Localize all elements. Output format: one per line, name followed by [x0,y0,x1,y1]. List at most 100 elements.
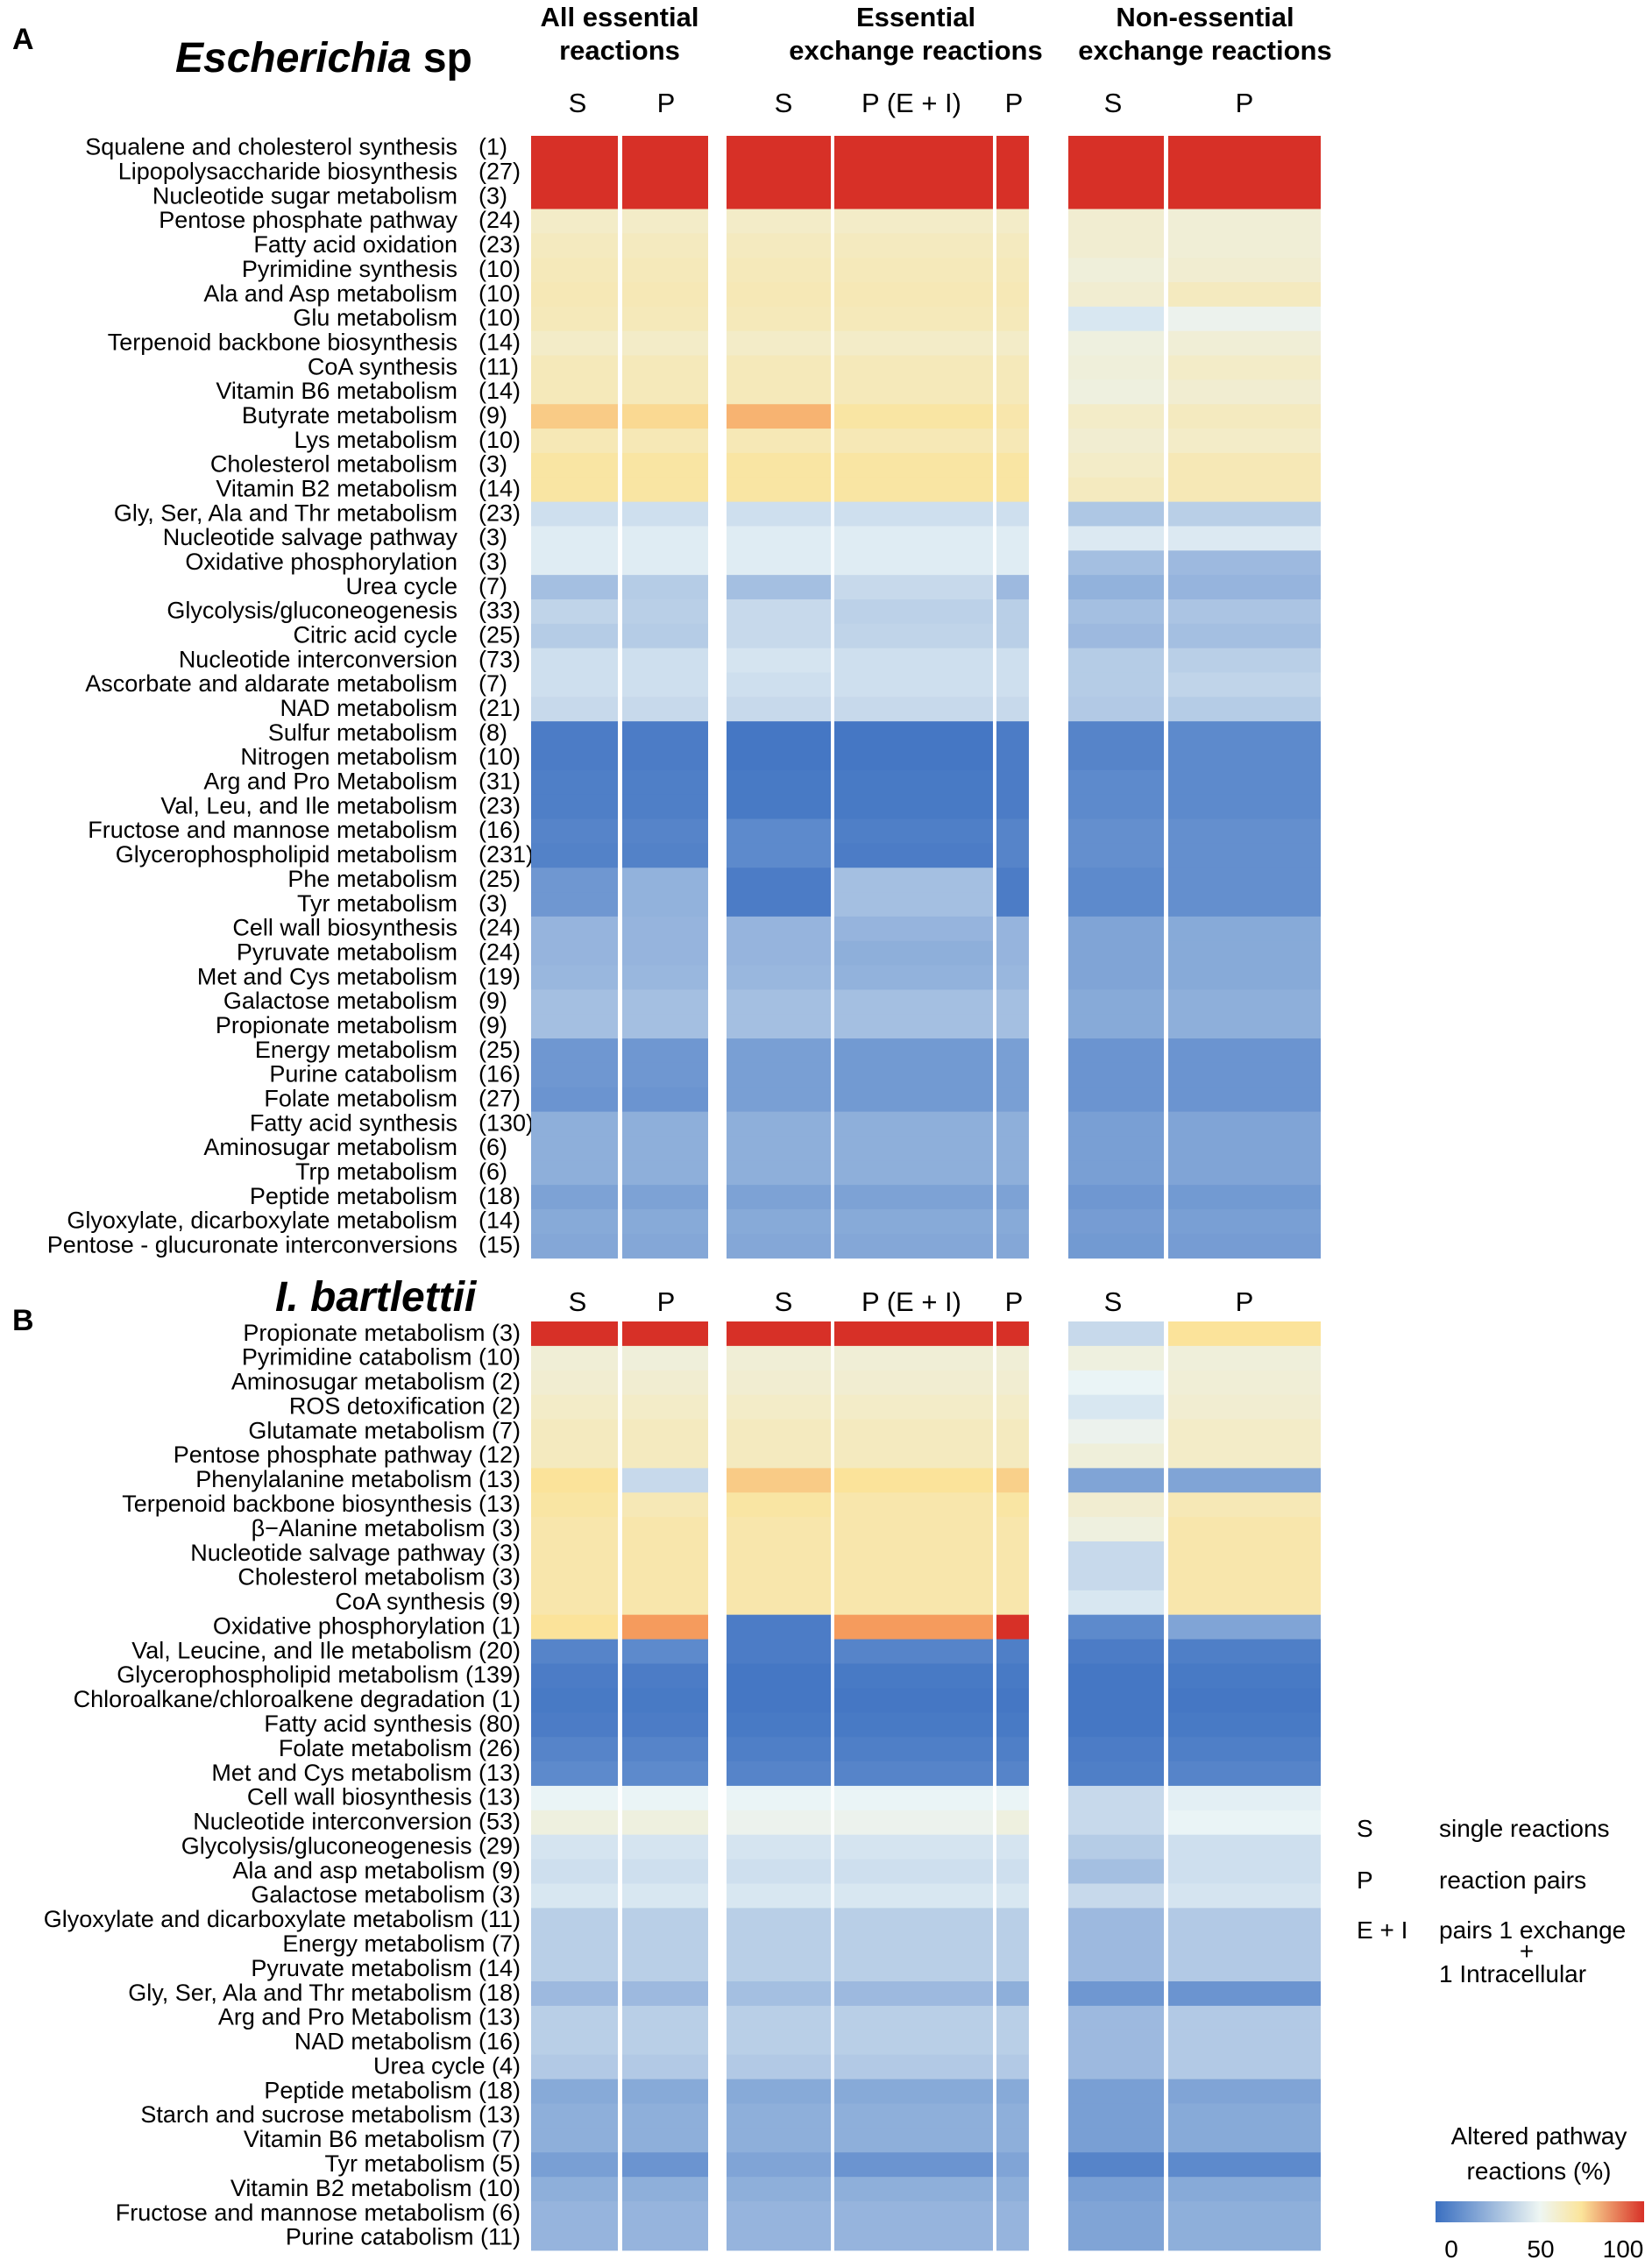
cell-a-nitrogen-metabolism-col5 [1068,746,1164,771]
cell-a-purine-catabolism-col3 [834,1062,993,1088]
row-label-aminosugar-metabolism: Aminosugar metabolism (2) [231,1369,521,1395]
row-count-vitamin-b2-metabolism: (14) [479,475,521,501]
row-label-terpenoid-backbone-biosynthesis: Terpenoid backbone biosynthesis [108,329,457,355]
cell-a-lys-metabolism-col5 [1068,429,1164,454]
cell-b-pentose-phosphate-pathway-col2 [727,1443,831,1469]
cell-b-vitamin-b2-metabolism-col1 [622,2177,708,2202]
panel-a-organism-genus: Escherichia [175,35,411,81]
cell-a-trp-metabolism-col0 [531,1160,618,1186]
cell-a-ala-and-asp-metabolism-col6 [1168,282,1321,308]
cell-b-energy-metabolism-col4 [996,1932,1029,1958]
cell-a-glu-metabolism-col0 [531,306,618,332]
row-count-fatty-acid-synthesis: (130) [479,1109,534,1136]
cell-a-gly-ser-ala-and-thr-metabolism-col2 [727,501,831,528]
cell-a-peptide-metabolism-col6 [1168,1185,1321,1210]
cell-a-val-leu-and-ile-metabolism-col4 [996,794,1029,820]
panel-b-column-header-4: P [1005,1286,1024,1317]
row-count-terpenoid-backbone-biosynthesis: (14) [479,329,521,355]
cell-b-purine-catabolism-col2 [727,2225,831,2251]
cell-b-starch-and-sucrose-metabolism-col4 [996,2103,1029,2129]
cell-a-glycerophospholipid-metabolism-col0 [531,843,618,868]
cell-b-nad-metabolism-col3 [834,2030,993,2056]
cell-a-energy-metabolism-col3 [834,1038,993,1064]
cell-b-cell-wall-biosynthesis-col3 [834,1785,993,1811]
row-label-lys-metabolism: Lys metabolism [294,427,457,453]
cell-b-gly-ser-ala-and-thr-metabolism-col2 [727,1981,831,2007]
cell-a-pentose-glucuronate-interconversions-col4 [996,1233,1029,1259]
cell-b-cholesterol-metabolism-col0 [531,1565,618,1591]
cell-a-energy-metabolism-col1 [622,1038,708,1064]
cell-a-squalene-and-cholesterol-synthesis-col1 [622,136,708,161]
row-count-glu-metabolism: (10) [479,305,521,331]
cell-a-propionate-metabolism-col0 [531,1014,618,1039]
cell-a-phe-metabolism-col6 [1168,868,1321,893]
cell-a-nucleotide-salvage-pathway-col0 [531,526,618,551]
cell-a-lys-metabolism-col6 [1168,429,1321,454]
cell-b-oxidative-phosphorylation-col5 [1068,1614,1164,1640]
panel-a-row-labels: Squalene and cholesterol synthesis (1) Lip… [47,134,534,1258]
cell-a-nucleotide-sugar-metabolism-col0 [531,184,618,210]
cell-a-terpenoid-backbone-biosynthesis-col1 [622,330,708,357]
cell-b-nad-metabolism-col0 [531,2030,618,2056]
cell-b-val-leucine-and-ile-metabolism-col6 [1168,1639,1321,1665]
cell-a-folate-metabolism-col2 [727,1087,831,1113]
row-label-aminosugar-metabolism: Aminosugar metabolism [203,1134,457,1160]
cell-a-tyr-metabolism-col5 [1068,892,1164,917]
cell-b-glycerophospholipid-metabolism-col1 [622,1663,708,1689]
cell-a-peptide-metabolism-col3 [834,1185,993,1210]
cell-a-ala-and-asp-metabolism-col3 [834,282,993,308]
cell-a-ascorbate-and-aldarate-metabolism-col5 [1068,672,1164,698]
cell-b-alanine-metabolism-col6 [1168,1517,1321,1542]
cell-a-butyrate-metabolism-col2 [727,404,831,429]
row-label-fructose-and-mannose-metabolism: Fructose and mannose metabolism (6) [116,2200,521,2226]
row-label-glyoxylate-and-dicarboxylate-metabolism: Glyoxylate and dicarboxylate metabolism … [44,1906,521,1932]
cell-b-alanine-metabolism-col5 [1068,1517,1164,1542]
cell-a-arg-and-pro-metabolism-col2 [727,769,831,796]
cell-b-met-and-cys-metabolism-col6 [1168,1761,1321,1787]
cell-a-pentose-glucuronate-interconversions-col2 [727,1233,831,1259]
cell-a-energy-metabolism-col4 [996,1038,1029,1064]
row-label-pyrimidine-catabolism: Pyrimidine catabolism (10) [242,1344,521,1371]
cell-b-energy-metabolism-col1 [622,1932,708,1958]
cell-a-cholesterol-metabolism-col2 [727,452,831,478]
cell-a-ascorbate-and-aldarate-metabolism-col0 [531,672,618,698]
row-count-ascorbate-and-aldarate-metabolism: (7) [479,670,507,697]
cell-b-met-and-cys-metabolism-col1 [622,1761,708,1787]
cell-b-met-and-cys-metabolism-col4 [996,1761,1029,1787]
row-label-met-and-cys-metabolism: Met and Cys metabolism [197,963,457,989]
row-label-cholesterol-metabolism: Cholesterol metabolism [210,451,457,478]
group-header-non-essential-exchange-line1: Non-essential [1116,2,1294,32]
cell-a-met-and-cys-metabolism-col3 [834,965,993,990]
cell-a-fatty-acid-oxidation-col6 [1168,233,1321,259]
cell-a-citric-acid-cycle-col0 [531,623,618,649]
row-label-citric-acid-cycle: Citric acid cycle [293,622,457,648]
cell-b-purine-catabolism-col3 [834,2225,993,2251]
cell-b-folate-metabolism-col1 [622,1737,708,1762]
cell-a-lipopolysaccharide-biosynthesis-col3 [834,159,993,186]
cell-b-purine-catabolism-col1 [622,2225,708,2251]
cell-b-nad-metabolism-col6 [1168,2030,1321,2056]
cell-a-galactose-metabolism-col3 [834,989,993,1015]
row-count-trp-metabolism: (6) [479,1158,507,1185]
cell-a-trp-metabolism-col4 [996,1160,1029,1186]
cell-b-gly-ser-ala-and-thr-metabolism-col6 [1168,1981,1321,2007]
cell-b-pentose-phosphate-pathway-col5 [1068,1443,1164,1469]
cell-a-nucleotide-salvage-pathway-col5 [1068,526,1164,551]
cell-a-glycerophospholipid-metabolism-col5 [1068,843,1164,868]
cell-a-pentose-glucuronate-interconversions-col3 [834,1233,993,1259]
cell-b-fructose-and-mannose-metabolism-col1 [622,2201,708,2227]
row-label-cell-wall-biosynthesis: Cell wall biosynthesis [232,915,457,941]
row-count-squalene-and-cholesterol-synthesis: (1) [479,134,507,160]
cell-a-galactose-metabolism-col2 [727,989,831,1015]
cell-b-tyr-metabolism-col5 [1068,2152,1164,2178]
cell-a-cholesterol-metabolism-col4 [996,452,1029,478]
cell-b-aminosugar-metabolism-col2 [727,1370,831,1396]
cell-a-fatty-acid-oxidation-col1 [622,233,708,259]
cell-b-vitamin-b6-metabolism-col1 [622,2128,708,2153]
cell-a-purine-catabolism-col0 [531,1062,618,1088]
cell-b-oxidative-phosphorylation-col3 [834,1614,993,1640]
cell-b-starch-and-sucrose-metabolism-col5 [1068,2103,1164,2129]
legend-desc-p: reaction pairs [1439,1867,1586,1894]
cell-a-trp-metabolism-col1 [622,1160,708,1186]
row-count-fatty-acid-oxidation: (23) [479,231,521,258]
